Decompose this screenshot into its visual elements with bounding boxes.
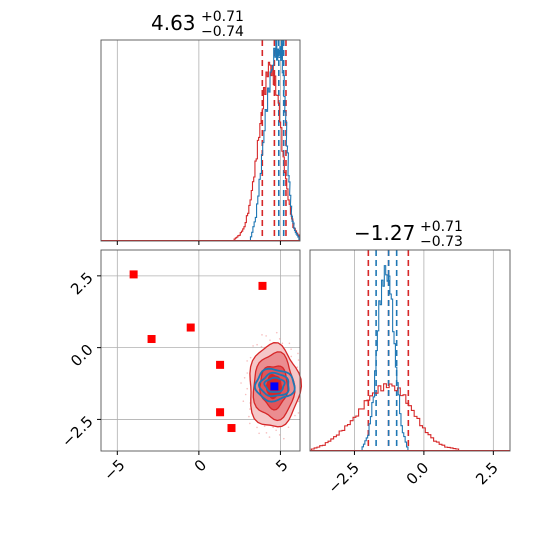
joint-ytick-label-2: 2.5: [67, 269, 97, 299]
joint-panel: −5 0 5 −2.5 0.0 2.5: [58, 249, 303, 484]
joint-sample-154: [283, 437, 285, 440]
joint-sample-102: [297, 400, 300, 403]
joint-sample-143: [248, 415, 250, 418]
joint-blue-contour-2: [263, 376, 286, 393]
joint-sample-151: [256, 426, 258, 429]
p1-hist-series-0: [233, 61, 300, 241]
panel-1-title-value: 4.63: [151, 11, 196, 35]
joint-sample-35: [252, 345, 254, 347]
joint-sample-135: [242, 400, 245, 403]
p2-hist-series-1: [361, 265, 409, 451]
joint-sample-16: [297, 352, 299, 355]
joint-sample-159: [265, 432, 268, 434]
joint-panel-frame: [100, 249, 301, 452]
panel-2-title-lower: −0.73: [420, 234, 463, 250]
joint-sample-86: [287, 426, 290, 429]
joint-sample-51: [243, 376, 246, 379]
joint-sample-78: [278, 434, 281, 436]
joint-sample-29: [296, 366, 298, 369]
joint-sample-59: [244, 393, 247, 396]
p2-hist-series-0: [310, 383, 460, 451]
joint-blue-point-0: [270, 382, 279, 391]
panel-2-quantile-lines: [367, 250, 410, 451]
joint-blue-contour-1: [257, 371, 290, 398]
panel-1-histograms: [101, 39, 300, 241]
joint-sample-2: [275, 429, 277, 432]
panel-2-frame: [309, 249, 511, 452]
p2-xtick-label-2: 2.5: [472, 459, 502, 489]
joint-sample-140: [246, 372, 249, 374]
marginal-panel-1: 4.63 +0.71 −0.74: [100, 6, 301, 245]
joint-ytick-label-1: 0.0: [67, 341, 97, 371]
joint-sample-24: [288, 342, 291, 345]
joint-sample-121: [281, 342, 284, 345]
joint-sample-127: [240, 382, 242, 384]
panel-2-background: [310, 250, 510, 451]
marginal-panel-2: −2.5 0.0 2.5 −1.27 +0.71 −0.73: [309, 216, 511, 497]
joint-sample-105: [297, 359, 300, 361]
panel-2-title-value: −1.27: [354, 221, 415, 245]
joint-sample-116: [265, 335, 267, 337]
panel-1-title: 4.63 +0.71 −0.74: [151, 6, 249, 40]
joint-xtick-label-2: 5: [272, 456, 291, 475]
panel-2-histograms: [310, 265, 510, 451]
joint-sample-62: [258, 432, 260, 435]
panel-1-grid: [116, 40, 281, 241]
joint-sample-148: [246, 387, 249, 390]
panel-2-title-upper: +0.71: [420, 219, 463, 235]
panel-1-frame: [100, 39, 301, 242]
joint-blue-contour-0: [253, 367, 296, 403]
joint-sample-27: [261, 334, 263, 336]
joint-sample-5: [297, 412, 300, 414]
joint-red-point-2: [186, 323, 195, 332]
joint-sample-40: [269, 339, 271, 341]
joint-sample-67: [249, 408, 251, 410]
joint-red-point-1: [147, 335, 156, 344]
p2-xtick-label-0: −2.5: [324, 459, 362, 497]
joint-panel-contours: [249, 342, 303, 428]
joint-xtick-label-1: 0: [191, 456, 210, 475]
panel-2-ticks: −2.5 0.0 2.5: [324, 451, 502, 497]
joint-sample-32: [278, 338, 281, 340]
panel-1-title-upper: +0.71: [201, 9, 244, 25]
joint-sample-37: [290, 355, 293, 358]
joint-sample-70: [268, 436, 271, 438]
joint-sample-54: [249, 422, 251, 425]
p1-hist-series-1: [249, 39, 300, 241]
panel-1-title-lower: −0.74: [201, 24, 244, 40]
joint-panel-points: [129, 270, 279, 433]
p2-xtick-label-1: 0.0: [403, 459, 433, 489]
joint-ytick-label-0: −2.5: [58, 412, 96, 450]
panel-1-background: [101, 40, 300, 241]
joint-red-point-4: [258, 281, 267, 290]
joint-sample-83: [263, 425, 266, 427]
panel-2-title: −1.27 +0.71 −0.73: [354, 216, 468, 250]
joint-sample-43: [246, 360, 248, 362]
joint-sample-94: [294, 414, 296, 417]
joint-sample-91: [272, 426, 274, 429]
joint-red-point-5: [216, 408, 225, 417]
joint-sample-48: [260, 345, 263, 348]
joint-sample-132: [249, 356, 252, 359]
joint-sample-113: [290, 348, 292, 350]
joint-red-point-3: [216, 360, 225, 369]
joint-sample-108: [275, 331, 278, 334]
joint-red-point-0: [129, 270, 138, 279]
joint-red-point-6: [227, 424, 236, 433]
panel-1-ticks: [116, 241, 281, 245]
joint-xtick-label-0: −5: [100, 456, 128, 484]
joint-sample-124: [256, 343, 258, 346]
